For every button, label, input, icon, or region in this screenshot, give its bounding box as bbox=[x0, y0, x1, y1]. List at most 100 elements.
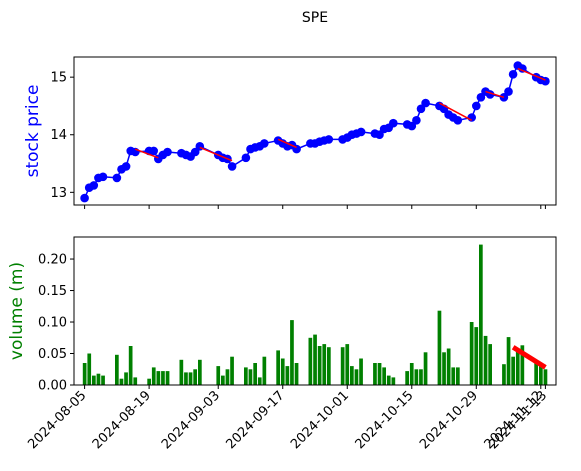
volume-y-tick-label: 0.00 bbox=[38, 379, 67, 394]
volume-bar bbox=[442, 352, 446, 385]
volume-y-axis-label: volume (m) bbox=[7, 262, 27, 360]
volume-bar bbox=[249, 369, 253, 385]
volume-bar bbox=[180, 360, 184, 385]
volume-y-tick-label: 0.10 bbox=[38, 316, 67, 331]
volume-bar bbox=[115, 355, 119, 385]
price-point bbox=[228, 162, 237, 171]
volume-bar bbox=[322, 344, 326, 385]
volume-y-ticks: 0.00 0.05 0.10 0.15 0.20 bbox=[38, 253, 74, 394]
volume-x-tick-label: 2024-10-29 bbox=[417, 388, 481, 452]
volume-bar bbox=[189, 372, 193, 385]
volume-bar bbox=[392, 377, 396, 385]
price-point bbox=[357, 128, 366, 137]
volume-bar bbox=[129, 346, 133, 385]
volume-bar bbox=[276, 350, 280, 385]
volume-bar bbox=[405, 371, 409, 385]
volume-x-tick-label: 2024-08-05 bbox=[25, 388, 89, 452]
volume-bar bbox=[419, 369, 423, 385]
price-trend-segment bbox=[200, 147, 232, 160]
volume-bar bbox=[350, 366, 354, 385]
volume-bar bbox=[488, 344, 492, 385]
volume-x-tick-label: 2024-08-19 bbox=[90, 388, 154, 452]
price-series bbox=[80, 61, 549, 202]
price-y-axis-label: stock price bbox=[23, 85, 43, 178]
price-point bbox=[421, 99, 430, 108]
chart-title: SPE bbox=[302, 10, 328, 26]
volume-bar bbox=[216, 366, 220, 385]
volume-bar bbox=[378, 363, 382, 385]
volume-bar bbox=[193, 369, 197, 385]
price-point bbox=[90, 181, 99, 190]
price-point bbox=[389, 119, 398, 128]
price-point bbox=[509, 70, 518, 79]
price-trend-segment bbox=[518, 69, 546, 81]
volume-x-tick-label: 2024-09-03 bbox=[159, 388, 223, 452]
volume-bar bbox=[101, 376, 105, 385]
volume-bar bbox=[92, 376, 96, 385]
volume-bar bbox=[133, 377, 137, 385]
price-point bbox=[122, 162, 131, 171]
price-point bbox=[504, 87, 513, 96]
price-y-tick-label: 14 bbox=[50, 128, 67, 143]
volume-bar bbox=[226, 369, 230, 385]
volume-bar bbox=[253, 363, 257, 385]
volume-x-tick-label: 2024-10-15 bbox=[353, 388, 417, 452]
volume-bar bbox=[438, 311, 442, 385]
price-point bbox=[454, 116, 463, 125]
volume-bar bbox=[281, 359, 285, 386]
volume-bar bbox=[502, 364, 506, 385]
volume-bar bbox=[83, 363, 87, 385]
price-y-tick-label: 15 bbox=[50, 71, 67, 86]
volume-bar bbox=[290, 320, 294, 385]
volume-bar bbox=[295, 363, 299, 385]
volume-bar bbox=[355, 369, 359, 385]
volume-bar bbox=[152, 367, 156, 385]
volume-bar bbox=[318, 346, 322, 385]
price-axes-frame bbox=[74, 57, 556, 205]
volume-bar bbox=[97, 374, 101, 385]
volume-bar bbox=[359, 359, 363, 386]
price-panel: 131415 stock price bbox=[23, 57, 556, 209]
volume-bar bbox=[474, 327, 478, 385]
price-line bbox=[85, 66, 546, 199]
volume-bar bbox=[124, 372, 128, 385]
price-point bbox=[412, 116, 421, 125]
volume-panel: 0.00 0.05 0.10 0.15 0.20 2024-08-05 2024-08-1… bbox=[7, 237, 556, 452]
volume-bar bbox=[415, 369, 419, 385]
volume-y-tick-label: 0.20 bbox=[38, 253, 67, 268]
volume-y-tick-label: 0.15 bbox=[38, 284, 67, 299]
volume-bar bbox=[410, 363, 414, 385]
volume-bar bbox=[456, 367, 460, 385]
volume-bar bbox=[451, 367, 455, 385]
price-point bbox=[113, 174, 122, 183]
volume-bar bbox=[345, 344, 349, 385]
volume-bar bbox=[507, 337, 511, 385]
price-point bbox=[325, 135, 334, 144]
volume-bar bbox=[120, 379, 124, 385]
volume-bar bbox=[263, 357, 267, 385]
volume-bar bbox=[87, 354, 91, 386]
volume-bar bbox=[244, 367, 248, 385]
volume-y-tick-label: 0.05 bbox=[38, 347, 67, 362]
volume-bar bbox=[382, 367, 386, 385]
volume-bar bbox=[309, 338, 313, 385]
volume-x-ticks: 2024-08-05 2024-08-19 2024-09-03 2024-09-17… bbox=[25, 385, 550, 452]
volume-bar bbox=[221, 376, 225, 385]
price-point bbox=[467, 113, 476, 122]
volume-bar bbox=[516, 350, 520, 385]
volume-bar bbox=[161, 371, 165, 385]
volume-bar bbox=[341, 347, 345, 385]
volume-bar bbox=[470, 322, 474, 385]
price-y-ticks: 13 14 15 bbox=[50, 71, 74, 201]
volume-bar bbox=[166, 371, 170, 385]
volume-bar bbox=[484, 336, 488, 385]
volume-bar bbox=[286, 366, 290, 385]
volume-bar bbox=[511, 357, 515, 385]
volume-bar bbox=[387, 376, 391, 385]
volume-x-tick-label: 2024-10-01 bbox=[288, 388, 352, 452]
price-point bbox=[472, 102, 481, 111]
price-point bbox=[131, 148, 140, 157]
volume-bar bbox=[373, 363, 377, 385]
price-point bbox=[242, 154, 251, 163]
